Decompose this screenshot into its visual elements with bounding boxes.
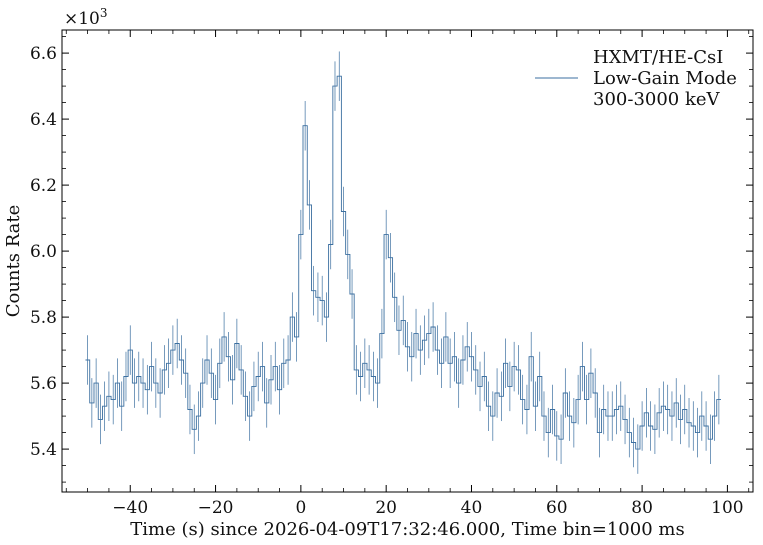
legend: HXMT/HE-CsI Low-Gain Mode 300-3000 keV [535,47,737,110]
x-tick-label: −20 [198,498,234,518]
y-tick-label: 6.2 [30,176,57,196]
x-tick-label: 20 [375,498,397,518]
y-tick-label: 5.8 [30,308,57,328]
legend-line-instrument: HXMT/HE-CsI [593,47,723,68]
legend-line-energy: 300-3000 keV [593,89,721,110]
error-bars [87,51,720,474]
axis-ticks [62,30,753,492]
y-offset-label: ×103 [64,6,108,29]
x-tick-label: 100 [711,498,743,518]
x-tick-label: 0 [295,498,306,518]
x-tick-label: 60 [546,498,568,518]
y-tick-label: 6.0 [30,242,57,262]
y-axis-label: Counts Rate [3,205,24,318]
y-tick-label: 5.4 [30,440,57,460]
x-tick-label: −40 [112,498,148,518]
y-tick-label: 6.6 [30,44,57,64]
y-tick-labels: 5.4 5.6 5.8 6.0 6.2 6.4 6.6 [30,44,57,460]
y-tick-label: 6.4 [30,110,57,130]
y-tick-label: 5.6 [30,374,57,394]
x-tick-labels: −40 −20 0 20 40 60 80 100 [112,498,743,518]
legend-line-mode: Low-Gain Mode [593,68,737,89]
x-tick-label: 80 [631,498,653,518]
x-axis-label: Time (s) since 2026-04-09T17:32:46.000, … [130,519,684,540]
x-tick-label: 40 [461,498,483,518]
series-line [85,75,722,450]
